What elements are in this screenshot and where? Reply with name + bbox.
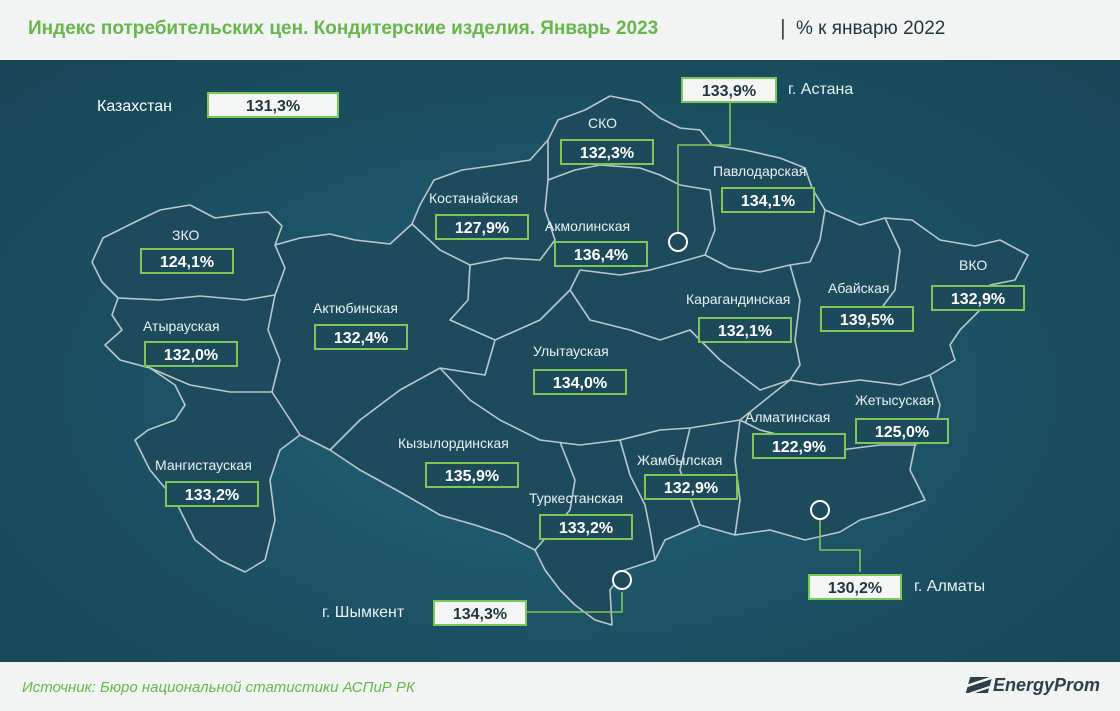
city-value-almaty: 130,2% (808, 574, 902, 600)
border-kostanay-ulytau (494, 269, 581, 341)
region-name-kyzylorda: Кызылординская (398, 435, 509, 451)
border-abay-vko (879, 217, 901, 311)
region-value-zko: 124,1% (140, 248, 234, 274)
brand-mark-icon (965, 677, 993, 693)
region-value-mangistau: 133,2% (165, 481, 259, 507)
region-name-ulytau: Улытауская (533, 343, 609, 359)
region-value-karaganda: 132,1% (698, 317, 792, 343)
region-value-aktobe: 132,4% (314, 324, 408, 350)
border-turkestan-zhambyl (619, 439, 656, 561)
border-akmola-karaganda (579, 254, 811, 276)
city-value-astana: 133,9% (681, 77, 777, 103)
map-unit-label: % к январю 2022 (796, 18, 946, 39)
region-value-almaty-region: 122,9% (752, 433, 846, 459)
country-value: 131,3% (207, 92, 339, 118)
city-value-shymkent: 134,3% (433, 600, 527, 626)
border-atyrau-aktobe (267, 294, 281, 393)
region-value-kostanay: 127,9% (435, 214, 529, 240)
border-zko-aktobe (274, 244, 286, 296)
region-value-akmola: 136,4% (554, 241, 648, 267)
region-name-abay: Абайская (828, 280, 890, 296)
region-name-kostanay: Костанайская (429, 190, 519, 206)
header-bar: Индекс потребительских цен. Кондитерские… (0, 0, 1120, 62)
title-separator: | (780, 15, 786, 40)
astana-marker (668, 232, 688, 252)
region-value-kyzylorda: 135,9% (425, 462, 519, 488)
region-name-turkestan: Туркестанская (529, 490, 624, 506)
region-name-akmola: Акмолинская (545, 218, 631, 234)
border-abay-zhetysu (789, 374, 931, 386)
astana-leader-line (677, 103, 731, 240)
border-aktobe-kostanay (411, 223, 496, 341)
region-name-atyrau: Атырауская (143, 318, 220, 334)
region-name-zhetysu: Жетысуская (855, 392, 935, 408)
border-zhambyl-almaty (679, 427, 701, 526)
region-name-zko: ЗКО (172, 227, 200, 243)
border-aktobe-kyzylorda (329, 339, 496, 451)
footer-bar: Источник: Бюро национальной статистики А… (0, 662, 1120, 711)
city-name-shymkent: г. Шымкент (322, 604, 405, 621)
brand-logo: EnergyProm (965, 675, 1100, 696)
region-name-aktobe: Актюбинская (313, 300, 398, 316)
region-value-turkestan: 133,2% (539, 514, 633, 540)
region-value-pavlodar: 134,1% (721, 187, 815, 213)
region-name-zhambyl: Жамбылская (637, 452, 723, 468)
border-zko-atyrau (117, 294, 276, 301)
region-name-almaty-region: Алматинская (745, 409, 831, 425)
border-ulytau-kyzylorda (439, 367, 791, 446)
region-value-abay: 139,5% (820, 306, 914, 332)
border-sko-akmola (547, 164, 681, 186)
country-name: Казахстан (97, 98, 172, 115)
border-pavlodar-abay (809, 209, 826, 263)
region-value-ulytau: 134,0% (533, 369, 627, 395)
shymkent-leader-line (525, 592, 623, 613)
region-name-sko: СКО (588, 115, 617, 131)
region-name-pavlodar: Павлодарская (713, 163, 807, 179)
region-value-vko: 132,9% (931, 285, 1025, 311)
region-name-karaganda: Карагандинская (686, 291, 791, 307)
region-value-zhetysu: 125,0% (855, 418, 949, 444)
city-name-almaty: г. Алматы (914, 578, 986, 595)
source-note: Источник: Бюро национальной статистики А… (22, 679, 415, 696)
border-karaganda-abay (789, 264, 801, 381)
city-name-astana: г. Астана (788, 81, 854, 98)
border-atyrau-mangistau (149, 367, 272, 393)
region-name-mangistau: Мангистауская (155, 457, 252, 473)
region-value-zhambyl: 132,9% (644, 474, 738, 500)
border-karaganda-ulytau (569, 289, 791, 391)
border-mangistau-aktobe (271, 391, 301, 436)
almaty-marker (810, 500, 830, 520)
almaty-leader-line (819, 520, 861, 572)
region-value-atyrau: 132,0% (144, 341, 238, 367)
map-title: Индекс потребительских цен. Кондитерские… (28, 18, 659, 39)
region-value-sko: 132,3% (560, 139, 654, 165)
brand-name: EnergyProm (992, 675, 1100, 695)
border-akmola-pavlodar (679, 184, 716, 256)
shymkent-marker (612, 570, 632, 590)
region-name-vko: ВКО (959, 257, 988, 273)
